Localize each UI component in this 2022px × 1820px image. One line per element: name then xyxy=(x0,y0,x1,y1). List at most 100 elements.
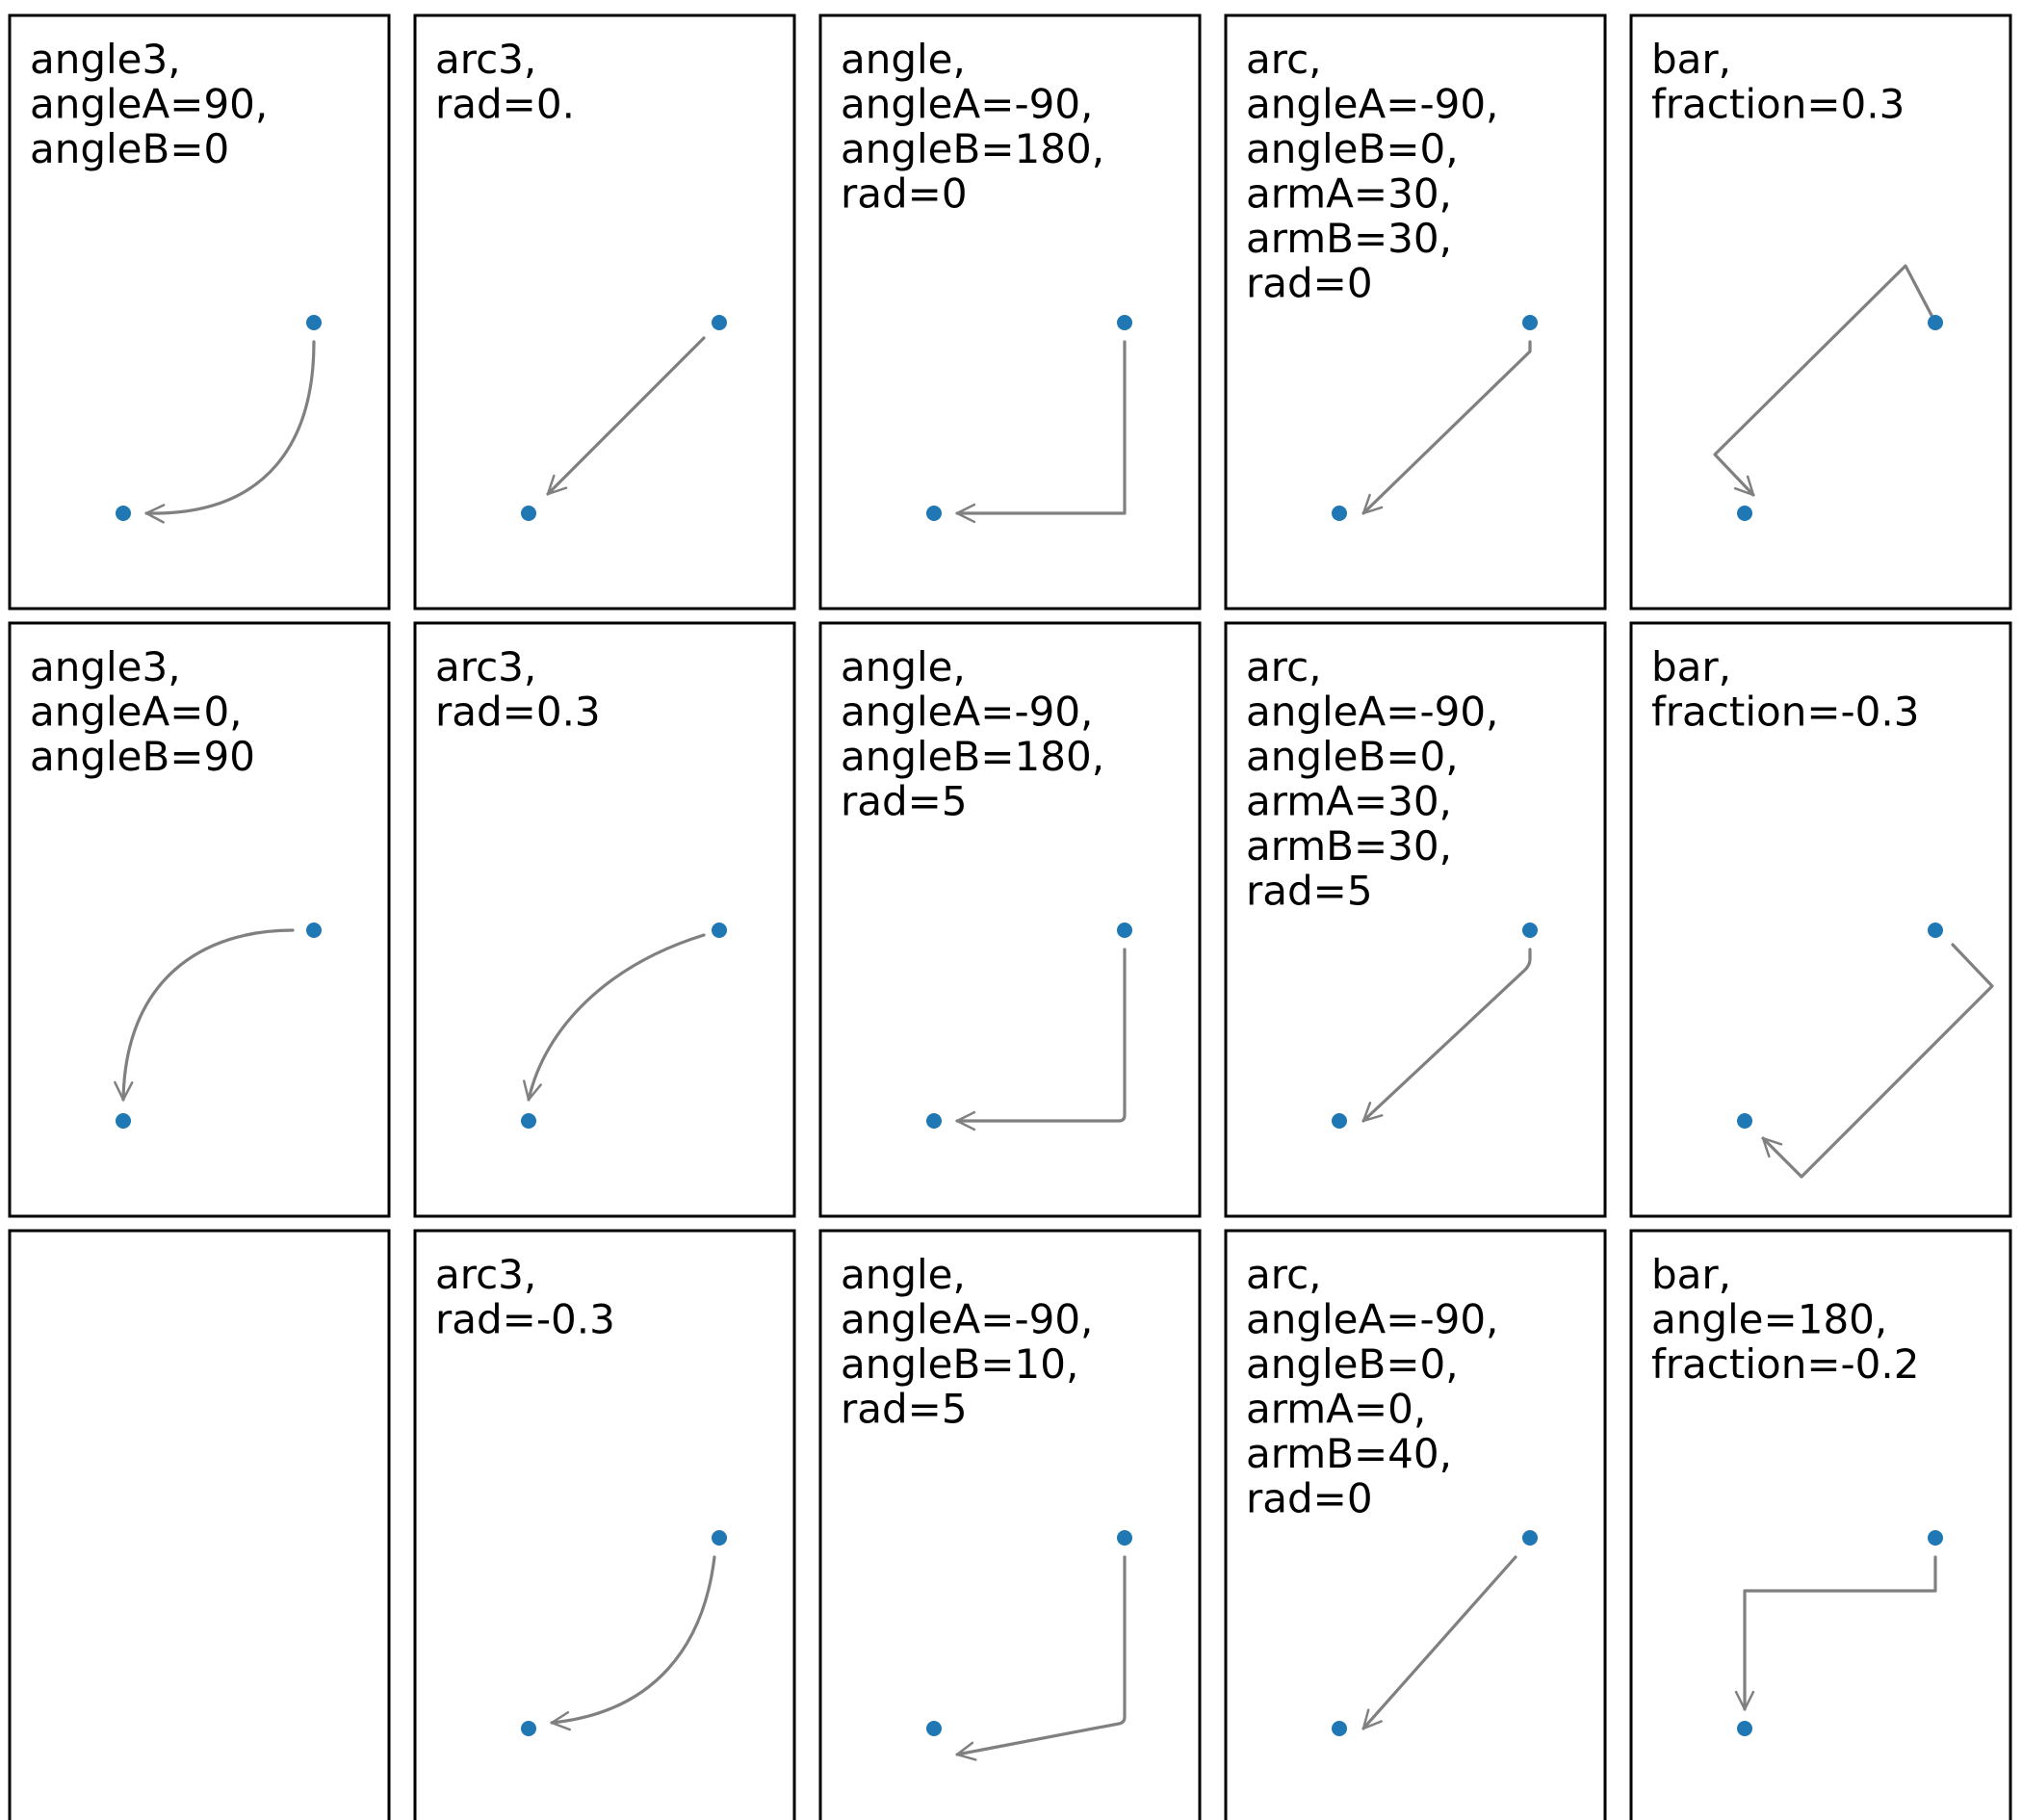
panel-frame xyxy=(1629,13,2012,611)
panel-1-2: angle, angleA=-90, angleB=180, rad=5 xyxy=(818,621,1202,1218)
point-b xyxy=(1332,1113,1347,1129)
label-line: angle, xyxy=(841,36,966,83)
point-a xyxy=(1117,315,1132,330)
connector-arrow xyxy=(523,933,706,1102)
panel-0-1: arc3, rad=0. xyxy=(413,13,796,611)
label-line: angleB=0 xyxy=(30,125,229,172)
label-line: angleA=-90, xyxy=(1246,1296,1498,1343)
label-line: rad=0.3 xyxy=(435,689,601,736)
label-line: arc3, xyxy=(435,36,536,83)
label-line: angle3, xyxy=(30,643,181,690)
panel-label: angle, angleA=-90, angleB=180, rad=0 xyxy=(841,36,1104,218)
connector-arrow xyxy=(114,928,295,1102)
point-a xyxy=(1928,1530,1943,1546)
panel-frame xyxy=(413,621,796,1218)
connector-arrow xyxy=(955,1555,1127,1761)
panel-label: arc3, rad=0.3 xyxy=(435,643,601,736)
label-line: armA=0, xyxy=(1246,1386,1426,1433)
connector-arrow xyxy=(955,948,1127,1131)
label-line: bar, xyxy=(1651,1251,1731,1298)
label-line: rad=5 xyxy=(841,1386,968,1433)
connector-arrow xyxy=(144,340,316,524)
point-b xyxy=(116,506,131,521)
panel-2-4: bar, angle=180, fraction=-0.2 xyxy=(1629,1229,2012,1820)
panel-frame xyxy=(818,13,1202,611)
panel-1-4: bar, fraction=-0.3 xyxy=(1629,621,2012,1218)
connector-arrow xyxy=(546,336,706,496)
point-a xyxy=(1522,923,1538,938)
label-line: armA=30, xyxy=(1246,170,1452,218)
point-b xyxy=(521,1721,536,1736)
point-b xyxy=(521,1113,536,1129)
label-line: angleB=0, xyxy=(1246,733,1459,780)
panel-0-3: arc, angleA=-90, angleB=0, armA=30, armB=30,… xyxy=(1224,13,1607,611)
point-a xyxy=(1117,923,1132,938)
panel-frame xyxy=(8,621,391,1218)
label-line: arc3, xyxy=(435,643,536,690)
point-b xyxy=(116,1113,131,1129)
label-line: rad=5 xyxy=(1246,868,1373,915)
connector-arrow xyxy=(1713,264,1937,497)
panel-2-3: arc, angleA=-90, angleB=0, armA=0, armB=40, r… xyxy=(1224,1229,1607,1820)
connector-arrow xyxy=(1734,1555,1937,1711)
connector-arrow xyxy=(1361,1555,1517,1730)
label-line: arc, xyxy=(1246,36,1322,83)
label-line: angle3, xyxy=(30,36,181,83)
panel-0-4: bar, fraction=0.3 xyxy=(1629,13,2012,611)
label-line: rad=0. xyxy=(435,81,575,128)
panel-label: angle, angleA=-90, angleB=10, rad=5 xyxy=(841,1251,1093,1433)
panel-label: arc, angleA=-90, angleB=0, armA=30, armB=30,… xyxy=(1246,643,1498,915)
panel-label: arc3, rad=-0.3 xyxy=(435,1251,615,1343)
point-a xyxy=(306,923,322,938)
label-line: rad=5 xyxy=(841,778,968,825)
panel-label: bar, fraction=0.3 xyxy=(1651,36,1905,128)
label-line: arc, xyxy=(1246,643,1322,690)
panel-0-2: angle, angleA=-90, angleB=180, rad=0 xyxy=(818,13,1202,611)
point-a xyxy=(1522,315,1538,330)
panel-label: angle, angleA=-90, angleB=180, rad=5 xyxy=(841,643,1104,825)
label-line: rad=-0.3 xyxy=(435,1296,615,1343)
label-line: rad=0 xyxy=(1246,1475,1373,1522)
label-line: angleA=-90, xyxy=(1246,689,1498,736)
connector-arrow xyxy=(955,340,1127,524)
point-b xyxy=(926,506,942,521)
panel-0-0: angle3, angleA=90, angleB=0 xyxy=(8,13,391,611)
point-b xyxy=(1332,1721,1347,1736)
panel-frame xyxy=(8,1229,391,1820)
label-line: angleB=90 xyxy=(30,733,255,780)
point-a xyxy=(1117,1530,1132,1546)
point-b xyxy=(1737,1113,1752,1129)
panel-label: bar, fraction=-0.3 xyxy=(1651,643,1919,736)
panel-1-0: angle3, angleA=0, angleB=90 xyxy=(8,621,391,1218)
label-line: bar, xyxy=(1651,36,1731,83)
panel-label: arc, angleA=-90, angleB=0, armA=30, armB=30,… xyxy=(1246,36,1498,307)
label-line: angleA=-90, xyxy=(841,1296,1093,1343)
label-line: armB=30, xyxy=(1246,215,1452,262)
panel-label: arc3, rad=0. xyxy=(435,36,575,128)
connector-arrow xyxy=(1361,948,1532,1123)
label-line: bar, xyxy=(1651,643,1731,690)
panel-1-3: arc, angleA=-90, angleB=0, armA=30, armB=30,… xyxy=(1224,621,1607,1218)
panel-frame xyxy=(413,1229,796,1820)
label-line: angleA=0, xyxy=(30,689,243,736)
label-line: angle, xyxy=(841,1251,966,1298)
connector-arrow xyxy=(550,1555,716,1731)
label-line: angleB=0, xyxy=(1246,125,1459,172)
point-a xyxy=(1928,923,1943,938)
panel-frame xyxy=(1224,621,1607,1218)
panel-frame xyxy=(1629,621,2012,1218)
connector-arrow xyxy=(1761,943,1994,1179)
panel-2-0 xyxy=(8,1229,391,1820)
panel-2-2: angle, angleA=-90, angleB=10, rad=5 xyxy=(818,1229,1202,1820)
panel-frame xyxy=(1629,1229,2012,1820)
label-line: armB=40, xyxy=(1246,1430,1452,1477)
panel-frame xyxy=(413,13,796,611)
connector-arrow xyxy=(1361,340,1532,515)
label-line: fraction=-0.3 xyxy=(1651,689,1919,736)
label-line: arc3, xyxy=(435,1251,536,1298)
panel-frame xyxy=(818,621,1202,1218)
point-a xyxy=(712,315,727,330)
point-a xyxy=(306,315,322,330)
point-b xyxy=(1737,506,1752,521)
